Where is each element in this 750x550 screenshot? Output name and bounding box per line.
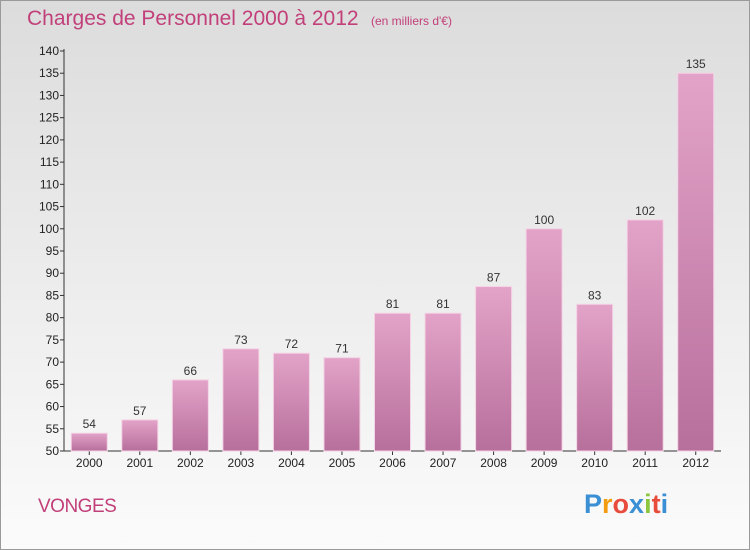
bar-value-label: 73 xyxy=(234,333,248,347)
y-axis: 50 55 60 65 70 75 80 85 90 95 100 105 110 115 120 125 13… xyxy=(39,44,65,458)
bar-value-label: 57 xyxy=(133,404,147,418)
x-tick-label: 2007 xyxy=(430,456,457,470)
x-tick-label: 2006 xyxy=(379,456,406,470)
y-tick-label: 100 xyxy=(39,222,59,236)
bar-value-label: 66 xyxy=(184,364,198,378)
logo-letter: r xyxy=(602,489,613,519)
bar xyxy=(626,219,664,452)
bar xyxy=(424,312,462,452)
proxiti-logo[interactable]: Proxiti xyxy=(584,489,668,520)
x-tick-label: 2000 xyxy=(76,456,103,470)
bar xyxy=(525,228,563,452)
y-tick-label: 85 xyxy=(46,288,60,302)
bar xyxy=(70,432,108,452)
x-tick-label: 2001 xyxy=(126,456,153,470)
bar-value-label: 81 xyxy=(386,297,400,311)
logo-letter: i xyxy=(644,489,652,519)
logo-letter: P xyxy=(584,489,603,519)
bar xyxy=(222,348,260,452)
y-tick-label: 80 xyxy=(46,311,60,325)
y-tick-label: 105 xyxy=(39,200,59,214)
y-tick-label: 75 xyxy=(46,333,60,347)
y-tick-label: 125 xyxy=(39,111,59,125)
x-tick-label: 2002 xyxy=(177,456,204,470)
x-tick-label: 2010 xyxy=(581,456,608,470)
bar-value-label: 83 xyxy=(588,288,602,302)
bar-value-label: 102 xyxy=(635,204,655,218)
logo-letter: o xyxy=(612,489,630,519)
bar xyxy=(677,72,715,452)
bar xyxy=(323,357,361,452)
bars xyxy=(70,72,715,452)
bar xyxy=(374,312,411,452)
y-tick-label: 90 xyxy=(46,266,60,280)
y-tick-label: 115 xyxy=(40,155,59,169)
bar xyxy=(475,286,513,452)
bar xyxy=(576,303,614,452)
bar-value-label: 54 xyxy=(83,417,97,431)
bar-value-label: 87 xyxy=(487,271,501,285)
y-tick-label: 60 xyxy=(46,400,60,414)
y-tick-label: 130 xyxy=(39,88,59,102)
x-tick-label: 2003 xyxy=(228,456,255,470)
x-tick-label: 2005 xyxy=(329,456,356,470)
bar-value-label: 135 xyxy=(686,57,706,71)
bar-value-label: 71 xyxy=(335,342,349,356)
data-labels: 54 57 66 73 72 71 81 81 87 100 83 102 135 xyxy=(83,57,706,431)
y-tick-label: 65 xyxy=(46,377,60,391)
bar xyxy=(272,352,310,452)
bar-value-label: 100 xyxy=(534,213,554,227)
logo-letter: t xyxy=(651,489,661,519)
bar xyxy=(171,379,209,452)
chart-title: Charges de Personnel 2000 à 2012 xyxy=(27,7,359,30)
x-tick-label: 2012 xyxy=(682,456,709,470)
y-tick-label: 70 xyxy=(46,355,60,369)
bar xyxy=(121,419,159,452)
y-tick-label: 95 xyxy=(46,244,60,258)
chart-subtitle: (en milliers d'€) xyxy=(371,14,452,28)
y-tick-label: 110 xyxy=(40,177,59,191)
y-tick-label: 140 xyxy=(39,44,59,58)
x-tick-label: 2011 xyxy=(632,456,658,470)
logo-letter: i xyxy=(660,489,669,519)
logo-letter: x xyxy=(629,489,645,519)
bar-value-label: 81 xyxy=(436,297,450,311)
x-tick-label: 2009 xyxy=(531,456,558,470)
y-tick-label: 135 xyxy=(39,66,59,80)
y-tick-label: 120 xyxy=(39,133,59,147)
x-tick-label: 2004 xyxy=(278,456,305,470)
x-axis: 2000 2001 2002 2003 2004 2005 2006 2007 2008 2009… xyxy=(64,450,721,470)
x-tick-label: 2008 xyxy=(480,456,507,470)
y-tick-label: 55 xyxy=(46,422,60,436)
y-tick-label: 50 xyxy=(46,444,60,458)
bar-value-label: 72 xyxy=(285,337,299,351)
commune-name: VONGES xyxy=(38,496,117,517)
